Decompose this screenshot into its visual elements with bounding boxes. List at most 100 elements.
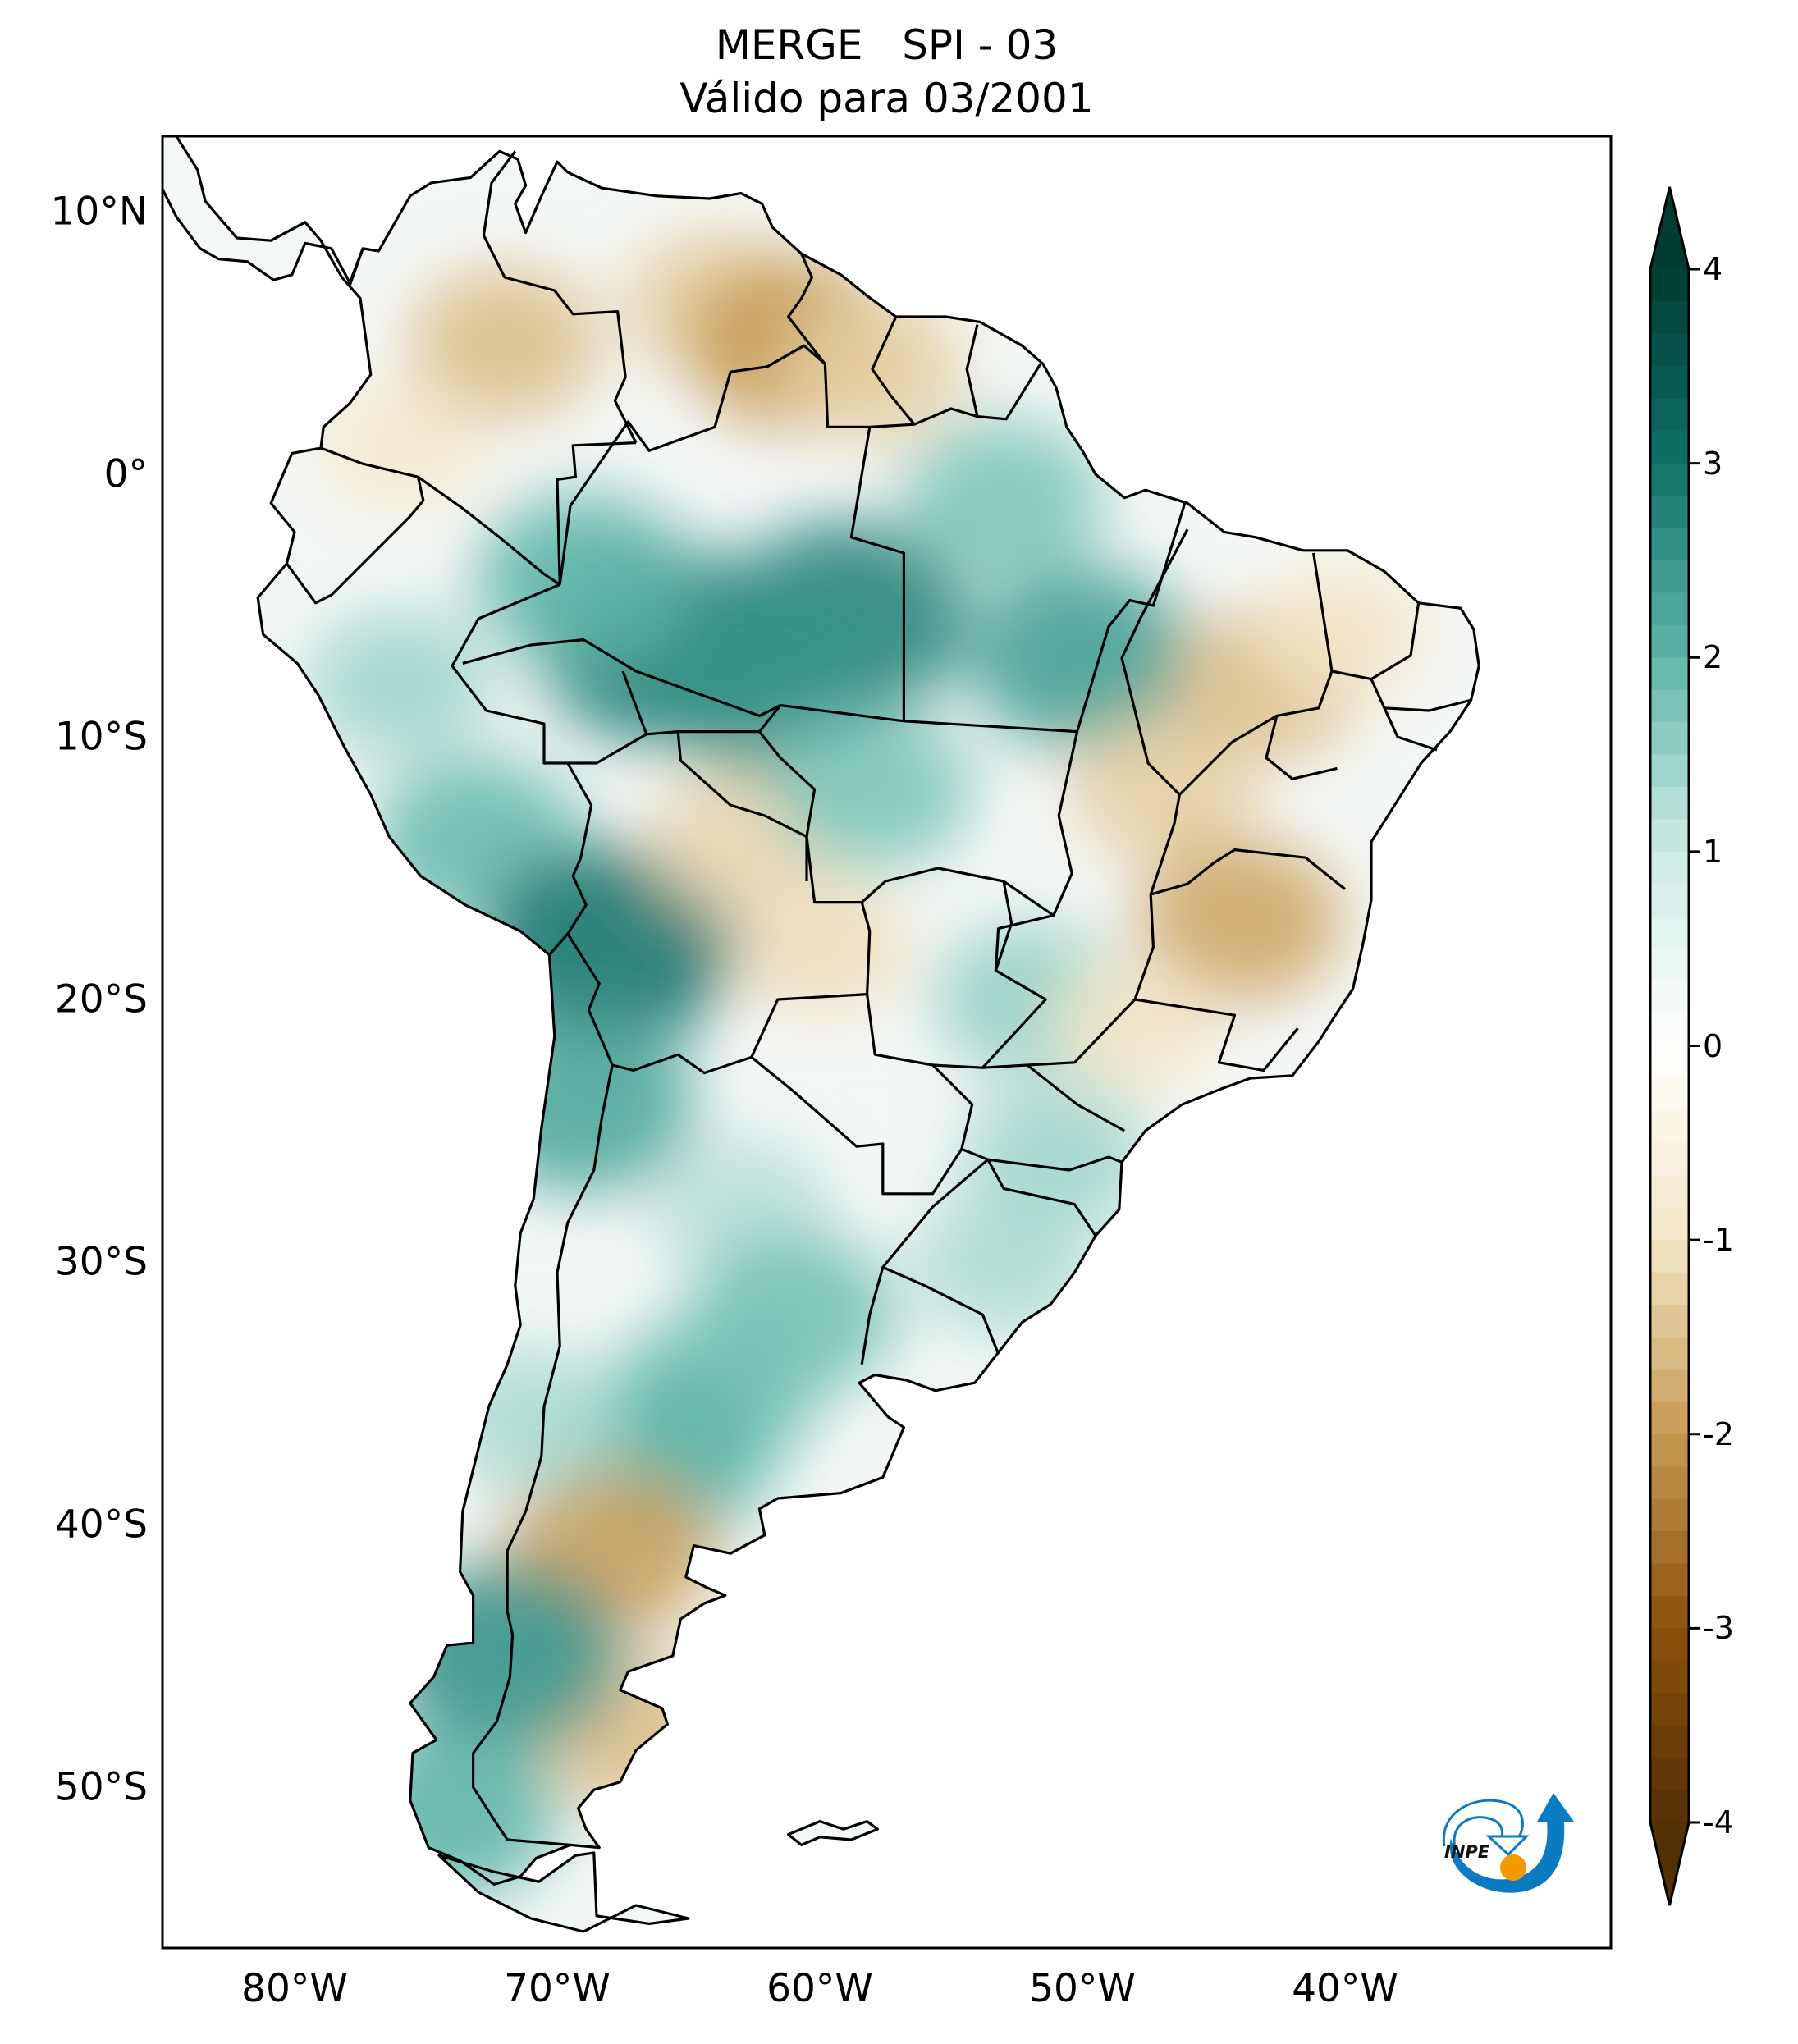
- spi-anomaly-patch: [472, 1015, 695, 1194]
- longitude-tick-label: 50°W: [1029, 1966, 1136, 2011]
- colorbar-tick-label: 4: [1703, 251, 1723, 287]
- spi-anomaly-patch: [318, 382, 482, 514]
- country-border: [471, 1064, 614, 1846]
- country-border: [987, 1155, 1123, 1172]
- coastline-tierra-del-fuego: [437, 1851, 690, 1933]
- spi-anomaly-patch: [733, 877, 907, 1017]
- logo-arrow: [1485, 1835, 1530, 1857]
- colorbar-segment: [1650, 1013, 1689, 1047]
- colorbar-segment: [1650, 1207, 1689, 1241]
- colorbar-segment: [1650, 949, 1689, 982]
- colorbar-segment: [1650, 1142, 1689, 1177]
- spi-anomaly-patch: [409, 267, 601, 419]
- spi-anomaly-patch: [904, 420, 1104, 581]
- country-border: [861, 867, 1004, 903]
- logo-swoosh: [1449, 1793, 1574, 1893]
- colorbar-segment: [1650, 1305, 1689, 1338]
- spi-anomaly-patch: [913, 1189, 1095, 1335]
- country-border: [462, 638, 1077, 734]
- logo-sun: [1500, 1854, 1526, 1881]
- country-border: [982, 998, 1299, 1072]
- colorbar-extend-min-arrow: [1650, 1822, 1689, 1905]
- colorbar-segment: [1650, 1660, 1689, 1694]
- country-border: [1370, 678, 1471, 712]
- colorbar-segment: [1650, 463, 1689, 496]
- colorbar: [1649, 186, 1700, 1906]
- colorbar-extend-max-arrow: [1650, 187, 1689, 269]
- colorbar-segment: [1650, 269, 1689, 303]
- country-border: [482, 150, 638, 444]
- country-border: [678, 729, 817, 837]
- country-border: [417, 475, 561, 586]
- colorbar-tick-label: -3: [1703, 1610, 1734, 1647]
- spi-anomaly-patch: [306, 610, 493, 759]
- spi-anomaly-patch: [1137, 839, 1343, 1003]
- colorbar-segment: [1650, 398, 1689, 432]
- spi-anomaly-patch: [345, 1728, 559, 1899]
- latitude-tick-label: 30°S: [54, 1239, 148, 1285]
- country-border: [566, 729, 872, 1075]
- colorbar-tick-label: 1: [1703, 833, 1723, 870]
- colorbar-segment: [1650, 1531, 1689, 1565]
- latitude-tick-label: 40°S: [54, 1502, 148, 1548]
- colorbar-segment: [1650, 851, 1689, 885]
- logo-text: INPE: [1444, 1842, 1490, 1862]
- colorbar-segment: [1650, 624, 1689, 659]
- country-border: [1133, 848, 1346, 1000]
- colorbar-tick-label: -2: [1703, 1415, 1734, 1452]
- country-border: [1026, 1063, 1125, 1132]
- country-border: [1120, 528, 1189, 895]
- latitude-tick-label: 10°S: [54, 714, 148, 760]
- colorbar-tick-label: 3: [1703, 445, 1723, 482]
- colorbar-tick-label: -4: [1703, 1804, 1734, 1841]
- colorbar-segment: [1650, 1725, 1689, 1758]
- latitude-tick-label: 20°S: [54, 976, 148, 1022]
- colorbar-segment: [1650, 333, 1689, 368]
- country-border: [621, 670, 648, 735]
- colorbar-tick-label: -1: [1703, 1222, 1734, 1259]
- colorbar-segment: [1650, 657, 1689, 691]
- country-border: [986, 1159, 1097, 1237]
- colorbar-segment: [1650, 1498, 1689, 1532]
- country-border: [286, 446, 425, 605]
- colorbar-segment: [1650, 1175, 1689, 1209]
- colorbar-segment: [1650, 1595, 1689, 1630]
- latitude-tick-label: 0°: [103, 451, 148, 497]
- country-border: [965, 324, 979, 417]
- country-border: [871, 316, 916, 426]
- chart-subtitle: Válido para 03/2001: [679, 75, 1094, 122]
- colorbar-segment: [1650, 592, 1689, 626]
- country-border: [1331, 602, 1421, 681]
- colorbar-tick-label: 0: [1703, 1027, 1723, 1064]
- colorbar-segment: [1650, 560, 1689, 594]
- colorbar-segment: [1650, 1077, 1689, 1112]
- country-borders: [162, 136, 1480, 1933]
- colorbar-segment: [1650, 528, 1689, 561]
- country-border: [1178, 552, 1334, 796]
- spi-anomaly-patch: [1070, 716, 1252, 862]
- colorbar-segment: [1650, 722, 1689, 756]
- country-border: [556, 441, 637, 585]
- colorbar-segment: [1650, 1693, 1689, 1726]
- coastline-mainland: [162, 136, 1480, 1886]
- colorbar-segment: [1650, 1758, 1689, 1791]
- chart-title: MERGE SPI - 03: [715, 21, 1059, 69]
- coastline-falklands: [786, 1820, 880, 1846]
- spi-anomaly-patch: [440, 1347, 622, 1493]
- spi-anomaly-patch: [772, 709, 972, 870]
- colorbar-segment: [1650, 1369, 1689, 1403]
- country-border: [849, 427, 906, 721]
- country-border: [758, 704, 782, 733]
- colorbar-segment: [1650, 1466, 1689, 1500]
- colorbar-segment: [1650, 916, 1689, 949]
- country-border: [994, 880, 1055, 972]
- country-border: [558, 344, 1042, 585]
- colorbar-segment: [1650, 1790, 1689, 1823]
- colorbar-segment: [1650, 1563, 1689, 1597]
- colorbar-segment: [1650, 1337, 1689, 1370]
- country-border: [348, 248, 364, 286]
- colorbar-segment: [1650, 787, 1689, 821]
- colorbar-segment: [1650, 884, 1689, 917]
- colorbar-segment: [1650, 1402, 1689, 1435]
